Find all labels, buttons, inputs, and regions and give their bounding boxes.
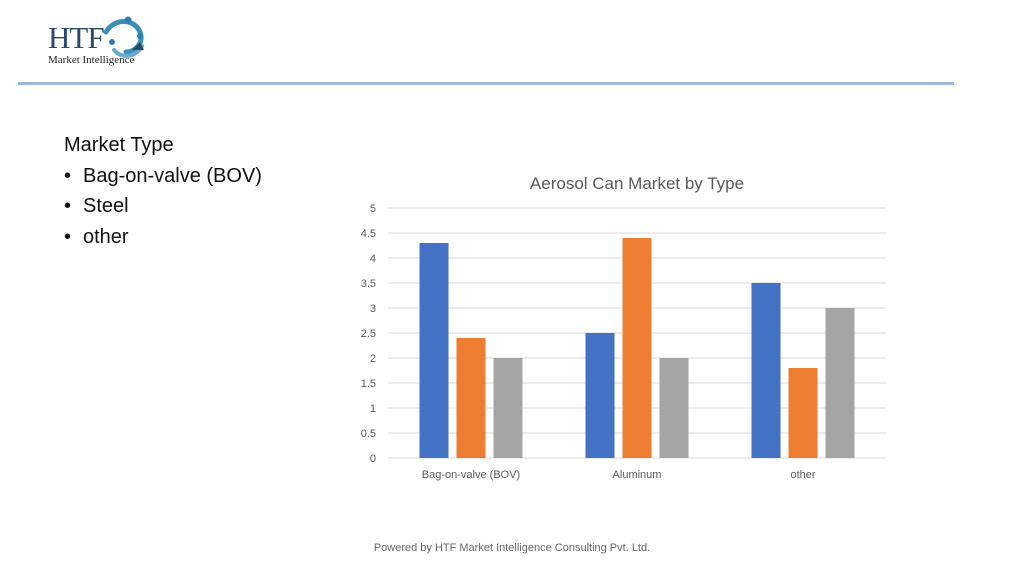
y-tick-label: 1 xyxy=(370,403,376,415)
y-tick-label: 4.5 xyxy=(361,228,376,240)
y-tick-label: 2 xyxy=(370,353,376,365)
y-tick-label: 4 xyxy=(370,253,376,265)
x-tick-label: Aluminum xyxy=(613,469,662,481)
bar xyxy=(751,283,781,458)
logo-subtitle: Market Intelligence xyxy=(48,54,135,66)
bar xyxy=(659,358,689,458)
x-tick-label: other xyxy=(790,469,815,481)
y-tick-label: 5 xyxy=(370,203,376,215)
bar xyxy=(585,333,615,458)
bar xyxy=(825,308,855,458)
bar xyxy=(493,358,523,458)
list-heading: Market Type xyxy=(64,134,174,156)
x-tick-label: Bag-on-valve (BOV) xyxy=(422,469,520,481)
bar xyxy=(622,238,652,458)
list-item: Steel xyxy=(64,191,262,222)
header-divider xyxy=(18,82,954,85)
y-tick-label: 0.5 xyxy=(361,428,376,440)
y-tick-label: 2.5 xyxy=(361,328,376,340)
list-item: other xyxy=(64,222,262,253)
bar xyxy=(788,368,818,458)
list-item: Bag-on-valve (BOV) xyxy=(64,161,262,192)
y-tick-label: 1.5 xyxy=(361,378,376,390)
y-tick-label: 3 xyxy=(370,303,376,315)
footer-text: Powered by HTF Market Intelligence Consu… xyxy=(373,542,651,554)
y-tick-label: 0 xyxy=(370,453,376,465)
bar xyxy=(456,338,486,458)
market-type-list: Market Type Bag-on-valve (BOV) Steel oth… xyxy=(64,130,262,252)
y-tick-label: 3.5 xyxy=(361,278,376,290)
swirl-people-logo-icon xyxy=(103,16,144,58)
bar-chart: Aerosol Can Market by Type 0 0.5 1 1.5 2 2.5 3 3… xyxy=(361,174,886,481)
logo-text: HTF xyxy=(48,20,105,55)
bar xyxy=(419,243,449,458)
chart-title: Aerosol Can Market by Type xyxy=(530,174,744,193)
